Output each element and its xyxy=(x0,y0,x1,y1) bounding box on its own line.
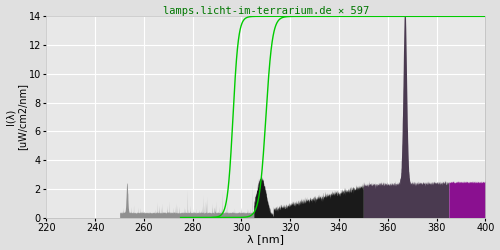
Title: lamps.licht-im-terrarium.de ✕ 597: lamps.licht-im-terrarium.de ✕ 597 xyxy=(162,6,369,16)
X-axis label: λ [nm]: λ [nm] xyxy=(248,234,284,244)
Y-axis label: I(λ)
[uW/cm2/nm]: I(λ) [uW/cm2/nm] xyxy=(6,84,27,150)
